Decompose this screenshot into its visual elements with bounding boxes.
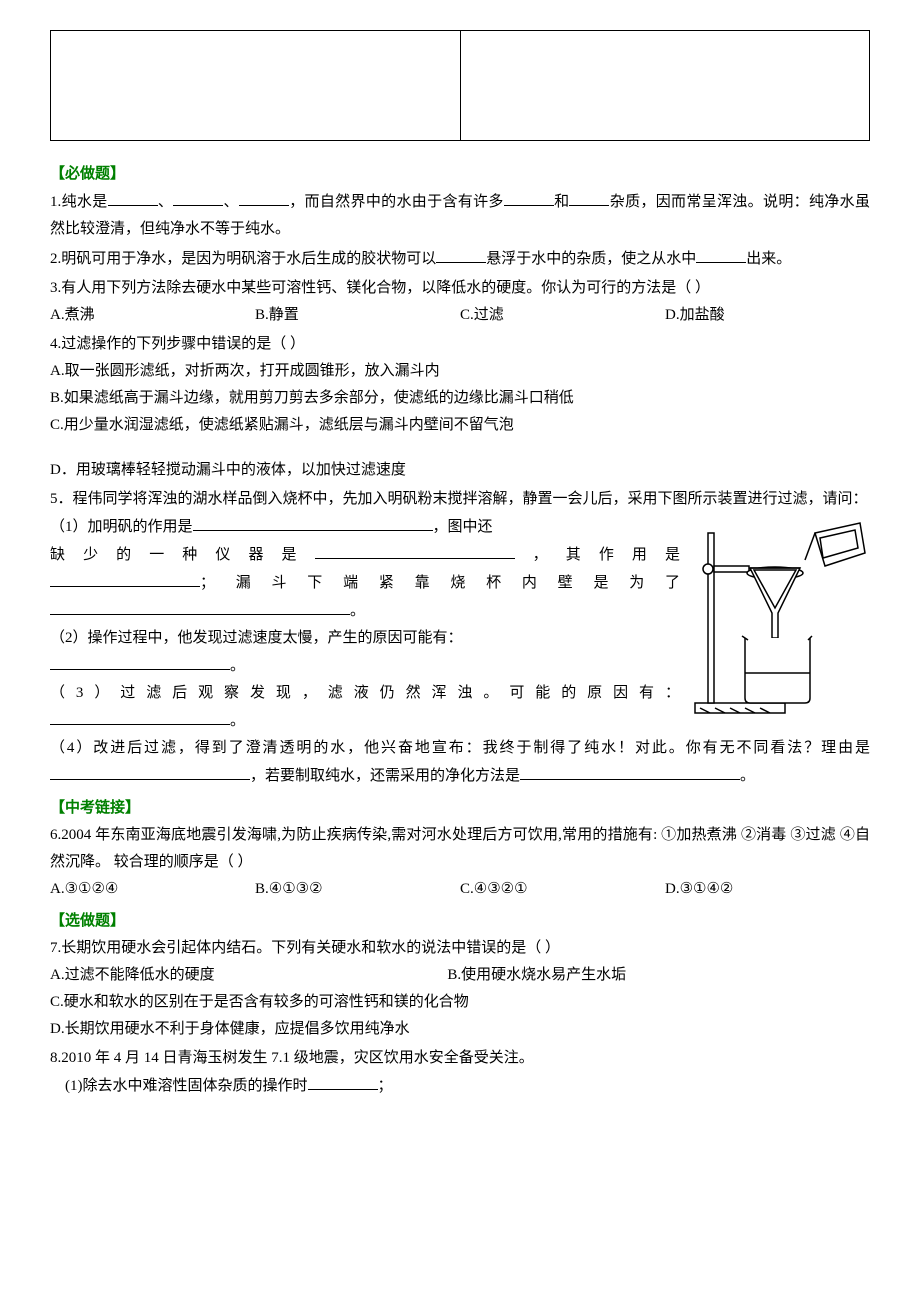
section-required: 【必做题】 [50, 161, 870, 188]
q6-optC: C.④③②① [460, 876, 665, 903]
q5-p1e: 。 [350, 603, 365, 619]
q5-p1c-tail: ，其作用是 [515, 547, 680, 563]
q3-optA: A.煮沸 [50, 302, 255, 329]
q1-text-a: 1.纯水是 [50, 194, 108, 210]
q2-text-c: 出来。 [746, 251, 791, 267]
q5-p1b-tail: ，图中还 [433, 519, 493, 535]
blank [436, 245, 486, 263]
question-3: 3.有人用下列方法除去硬水中某些可溶性钙、镁化合物，以降低水的硬度。你认为可行的… [50, 275, 870, 329]
q4-optC: C.用少量水润湿滤纸，使滤纸紧贴漏斗，滤纸层与漏斗内壁间不留气泡 [50, 412, 870, 439]
q5-p1b-head: 缺少的一种仪器是 [50, 547, 315, 563]
q1-text-c: 、 [223, 194, 239, 210]
q5-p2a: （2）操作过程中，他发现过滤速度太慢，产生的原因可能有： [50, 630, 463, 646]
q5-p2b: 。 [230, 658, 245, 674]
q8-p1a: (1)除去水中难溶性固体杂质的操作时 [65, 1078, 308, 1094]
q5-intro: 5．程伟同学将浑浊的湖水样品倒入烧杯中，先加入明矾粉末搅拌溶解，静置一会儿后，采… [50, 486, 870, 513]
q3-text: 3.有人用下列方法除去硬水中某些可溶性钙、镁化合物，以降低水的硬度。你认为可行的… [50, 275, 870, 302]
q1-text-e: 和 [554, 194, 570, 210]
q7-optD: D.长期饮用硬水不利于身体健康，应提倡多饮用纯净水 [50, 1016, 870, 1043]
q1-text-d: ，而自然界中的水由于含有许多 [289, 194, 504, 210]
q6-optB: B.④①③② [255, 876, 460, 903]
q5-p3a: （3）过滤后观察发现，滤液仍然浑浊。可能的原因有： [50, 685, 680, 701]
blank [108, 188, 158, 206]
question-1: 1.纯水是、、，而自然界中的水由于含有许多和杂质，因而常呈浑浊。说明：纯净水虽然… [50, 188, 870, 243]
q5-p4a: （4）改进后过滤，得到了澄清透明的水，他兴奋地宣布：我终于制得了纯水！对此。你有… [50, 740, 870, 756]
blank [239, 188, 289, 206]
blank [315, 541, 515, 559]
q7-optC: C.硬水和软水的区别在于是否含有较多的可溶性钙和镁的化合物 [50, 989, 870, 1016]
q6-optD: D.③①④② [665, 876, 870, 903]
q8-text: 8.2010 年 4 月 14 日青海玉树发生 7.1 级地震，灾区饮用水安全备… [50, 1045, 870, 1072]
q8-p1b: ； [378, 1078, 393, 1094]
blank [173, 188, 223, 206]
q5-p1d: ；漏斗下端紧靠烧杯内壁是为了 [200, 575, 680, 591]
blank [520, 762, 740, 780]
q5-p4c: 。 [740, 768, 755, 784]
q2-text-b: 悬浮于水中的杂质，使之从水中 [486, 251, 696, 267]
q7-optB: B.使用硬水烧水易产生水垢 [447, 962, 841, 989]
q4-optB: B.如果滤纸高于漏斗边缘，就用剪刀剪去多余部分，使滤纸的边缘比漏斗口稍低 [50, 385, 870, 412]
q3-optC: C.过滤 [460, 302, 665, 329]
blank [50, 569, 200, 587]
blank [696, 245, 746, 263]
blank [504, 188, 554, 206]
q4-optD: D．用玻璃棒轻轻搅动漏斗中的液体，以加快过滤速度 [50, 457, 870, 484]
q6-text: 6.2004 年东南亚海底地震引发海啸,为防止疾病传染,需对河水处理后方可饮用,… [50, 822, 870, 876]
q1-text-b: 、 [158, 194, 174, 210]
q5-p4b: ，若要制取纯水，还需采用的净化方法是 [250, 768, 520, 784]
table-cell-left [51, 31, 461, 141]
blank [569, 188, 609, 206]
question-2: 2.明矾可用于净水，是因为明矾溶于水后生成的胶状物可以 悬浮于水中的杂质，使之从水… [50, 245, 870, 273]
q2-text-a: 2.明矾可用于净水，是因为明矾溶于水后生成的胶状物可以 [50, 251, 436, 267]
q4-text: 4.过滤操作的下列步骤中错误的是（ ） [50, 331, 870, 358]
blank [50, 707, 230, 725]
table-cell-right [460, 31, 870, 141]
section-optional: 【选做题】 [50, 908, 870, 935]
blank [50, 762, 250, 780]
q5-p3b: 。 [230, 713, 245, 729]
filtration-diagram [690, 518, 870, 718]
blank [50, 652, 230, 670]
q7-text: 7.长期饮用硬水会引起体内结石。下列有关硬水和软水的说法中错误的是（ ） [50, 935, 870, 962]
q3-optB: B.静置 [255, 302, 460, 329]
question-4: 4.过滤操作的下列步骤中错误的是（ ） A.取一张圆形滤纸，对折两次，打开成圆锥… [50, 331, 870, 484]
q4-optA: A.取一张圆形滤纸，对折两次，打开成圆锥形，放入漏斗内 [50, 358, 870, 385]
question-8: 8.2010 年 4 月 14 日青海玉树发生 7.1 级地震，灾区饮用水安全备… [50, 1045, 870, 1100]
question-6: 6.2004 年东南亚海底地震引发海啸,为防止疾病传染,需对河水处理后方可饮用,… [50, 822, 870, 903]
question-7: 7.长期饮用硬水会引起体内结石。下列有关硬水和软水的说法中错误的是（ ） A.过… [50, 935, 870, 1043]
blank [193, 513, 433, 531]
q6-optA: A.③①②④ [50, 876, 255, 903]
q5-p1a: （1）加明矾的作用是 [50, 519, 193, 535]
blank [50, 597, 350, 615]
q3-optD: D.加盐酸 [665, 302, 870, 329]
q7-optA: A.过滤不能降低水的硬度 [50, 962, 444, 989]
blank [308, 1072, 378, 1090]
section-exam: 【中考链接】 [50, 795, 870, 822]
question-5: 5．程伟同学将浑浊的湖水样品倒入烧杯中，先加入明矾粉末搅拌溶解，静置一会儿后，采… [50, 486, 870, 790]
top-empty-table [50, 30, 870, 141]
